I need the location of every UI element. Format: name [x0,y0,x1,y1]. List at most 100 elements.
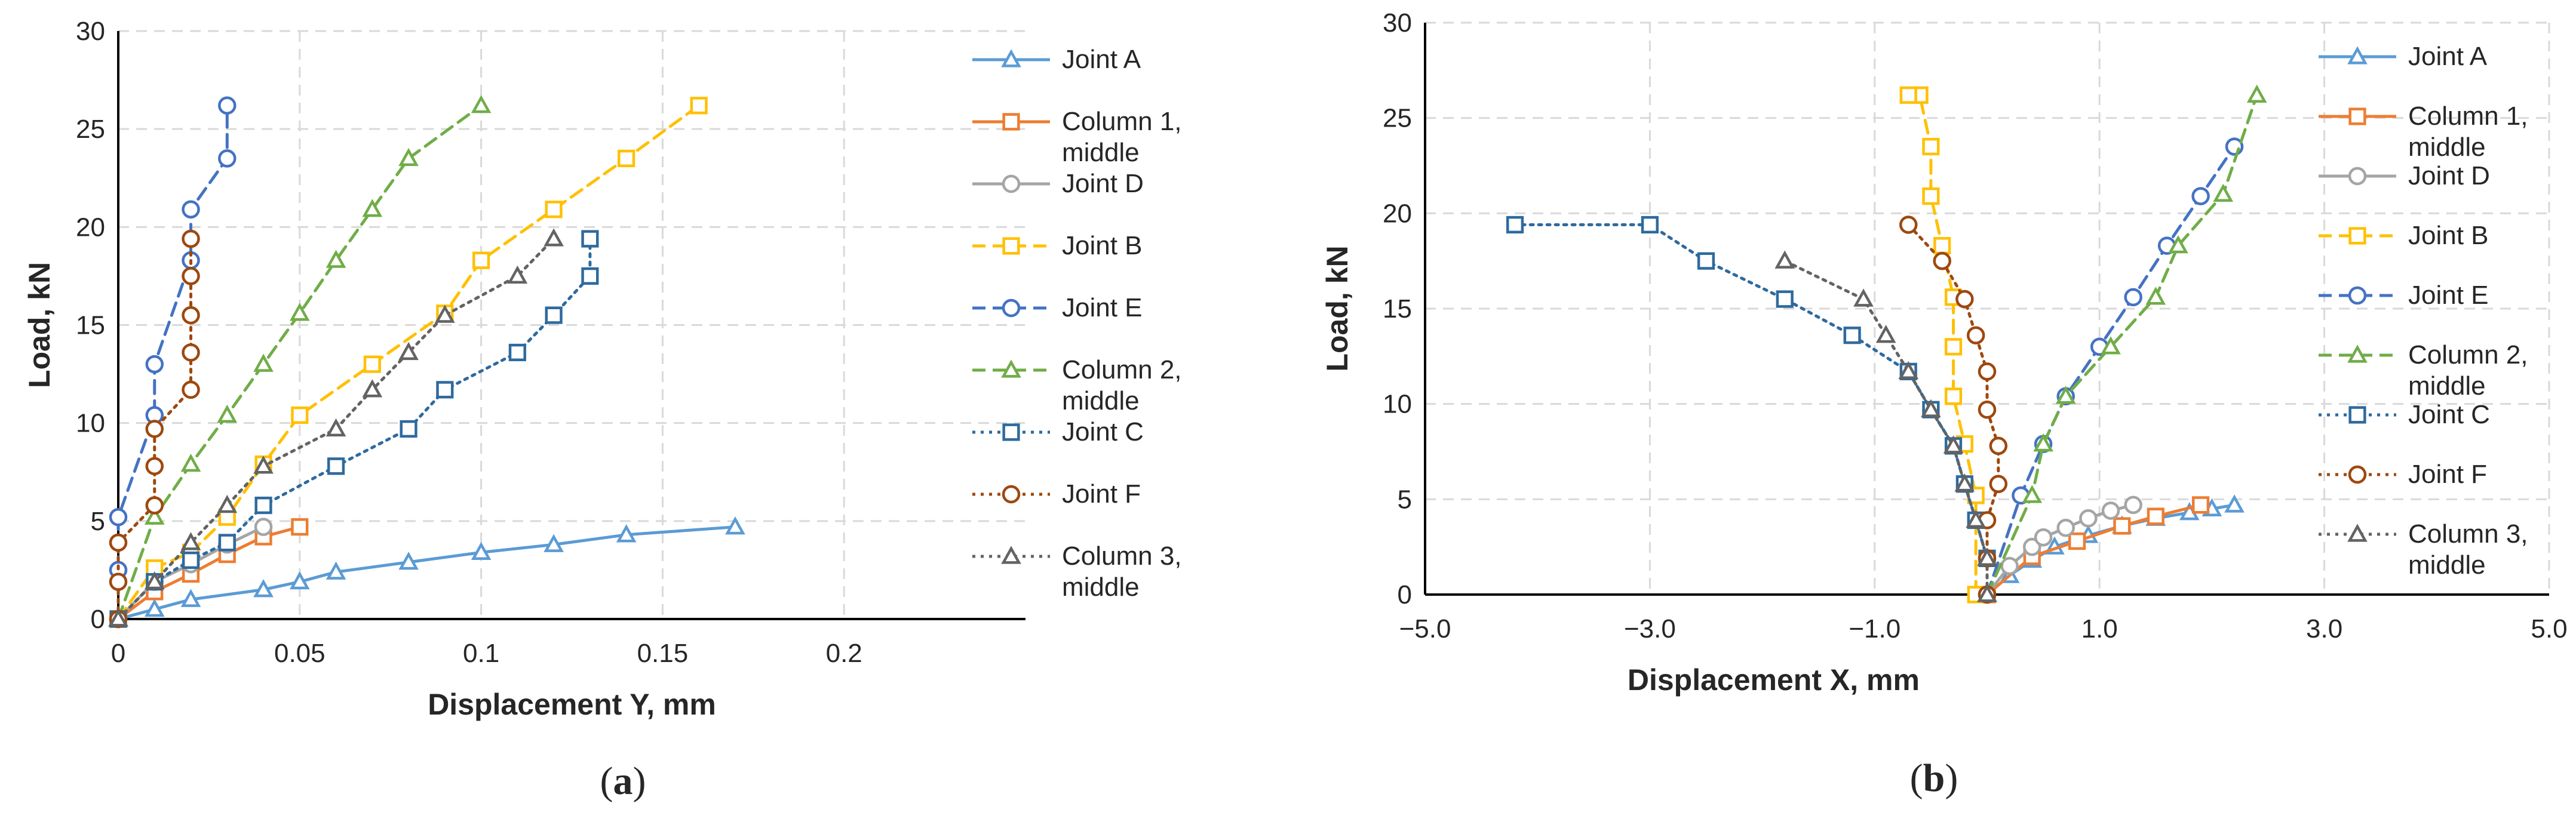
data-point-5-5 [2145,287,2166,305]
data-point-5-8 [398,147,419,167]
data-point-7-9 [182,267,200,285]
legend-label: Column 1, middle [1062,107,1182,167]
panel-label-open: ( [600,759,613,803]
panel-label: (b) [1910,756,1958,800]
series-line-5 [1985,93,2259,596]
legend-swatch-marker [2348,227,2366,245]
data-point-6-4 [254,496,272,515]
y-tick-label: 20 [1383,199,1412,228]
data-point-6-8 [1697,252,1715,270]
data-point-6-6 [1843,327,1861,344]
legend-label: Column 2, middle [1062,355,1182,415]
x-tick-label: 0.1 [463,639,499,668]
panel-label-letter: a [613,759,633,803]
data-point-5-4 [253,353,274,372]
x-tick-label: 0 [111,639,125,668]
panel-label-close: ) [633,759,646,803]
data-point-1-5 [2191,496,2210,514]
data-point-5-6 [326,250,346,268]
data-point-2-7 [2124,495,2142,515]
data-point-5-3 [2055,386,2076,404]
data-point-2-2 [2023,537,2041,556]
data-point-0-4 [289,571,310,590]
data-point-8-9 [1774,250,1795,269]
data-point-4-1 [109,508,128,527]
data-point-7-7 [1966,326,1985,344]
legend-swatch-marker [2348,286,2367,305]
data-point-2-6 [2101,501,2120,520]
data-point-6-7 [1776,290,1794,308]
data-point-4-6 [218,149,237,168]
data-point-3-6 [363,355,381,373]
data-point-5-1 [144,506,165,525]
legend-swatch-marker [1002,423,1020,441]
data-point-5-7 [2213,183,2234,202]
data-point-4-5 [2124,288,2142,307]
x-tick-label: 0.15 [637,639,689,668]
data-point-3-7 [1922,187,1940,205]
data-point-8-6 [362,379,383,398]
y-tick-label: 5 [1398,485,1412,514]
x-axis-title: Displacement Y, mm [428,688,716,721]
data-point-8-0 [1977,584,1997,602]
y-tick-label: 10 [76,409,105,438]
data-point-6-6 [400,420,417,438]
data-point-7-3 [1989,475,2008,494]
data-point-4-7 [2191,187,2210,205]
data-point-5-2 [2033,433,2053,452]
y-axis-title: Load, kN [23,262,56,388]
y-tick-label: 30 [1383,8,1412,38]
legend-label-line: Column 1, [2408,101,2528,131]
data-point-3-4 [1944,338,1963,356]
data-point-6-11 [581,230,599,248]
data-point-2-1 [2000,556,2019,575]
data-point-8-1 [144,571,165,590]
data-point-8-5 [1921,399,1941,417]
data-point-8-10 [544,228,564,247]
data-point-7-1 [109,572,128,591]
data-point-8-3 [1954,473,1975,492]
chart-a: 0 5 10 15 20 25 30 0 0.05 0.1 0.15 0.2 Displacement … [23,17,1182,803]
data-point-5-1 [2022,485,2043,503]
data-point-7-10 [1899,215,1918,234]
legend-swatch-marker [1002,113,1020,131]
legend-swatch-marker [1001,546,1021,564]
legend-label: Joint E [2408,281,2489,310]
x-tick-label: 0.05 [274,639,326,668]
y-axis-title: Load, kN [1321,245,1354,371]
legend-label-line: Column 2, [2408,340,2528,370]
data-point-3-6 [1933,237,1951,255]
data-point-7-5 [1978,400,1997,419]
y-tick-label: 15 [1383,294,1412,324]
y-tick-label: 0 [91,605,105,634]
data-point-6-10 [581,267,599,285]
x-tick-label: −1.0 [1849,614,1900,644]
legend-label-line: Column 3, [2408,519,2528,549]
data-point-3-3 [1944,387,1963,405]
y-tick-label: 15 [76,311,105,340]
data-point-8-3 [217,494,238,513]
data-point-0-9 [2224,494,2245,513]
legend-label-line: middle [1062,386,1140,415]
data-point-8-2 [180,532,201,550]
legend-label: Joint F [2408,460,2487,489]
data-point-8-4 [1943,435,1964,454]
data-point-3-8 [472,251,490,269]
x-tick-label: −5.0 [1399,614,1451,644]
data-point-1-4 [2147,507,2164,525]
legend-swatch-marker [1002,174,1021,193]
data-point-8-0 [108,608,128,627]
data-point-5-7 [362,199,383,217]
legend-swatch-marker [1002,485,1021,504]
series-line-3 [1906,93,1978,596]
legend-label: Joint D [1062,169,1144,198]
legend-label: Column 3, middle [2408,519,2528,580]
data-point-8-8 [1853,288,1874,307]
data-point-0-7 [471,541,492,561]
data-point-8-5 [326,418,346,437]
data-point-7-10 [182,229,200,248]
data-point-0-1 [144,598,165,617]
y-tick-label: 25 [1383,104,1412,133]
data-point-0-8 [544,534,564,552]
data-point-5-9 [471,95,492,113]
